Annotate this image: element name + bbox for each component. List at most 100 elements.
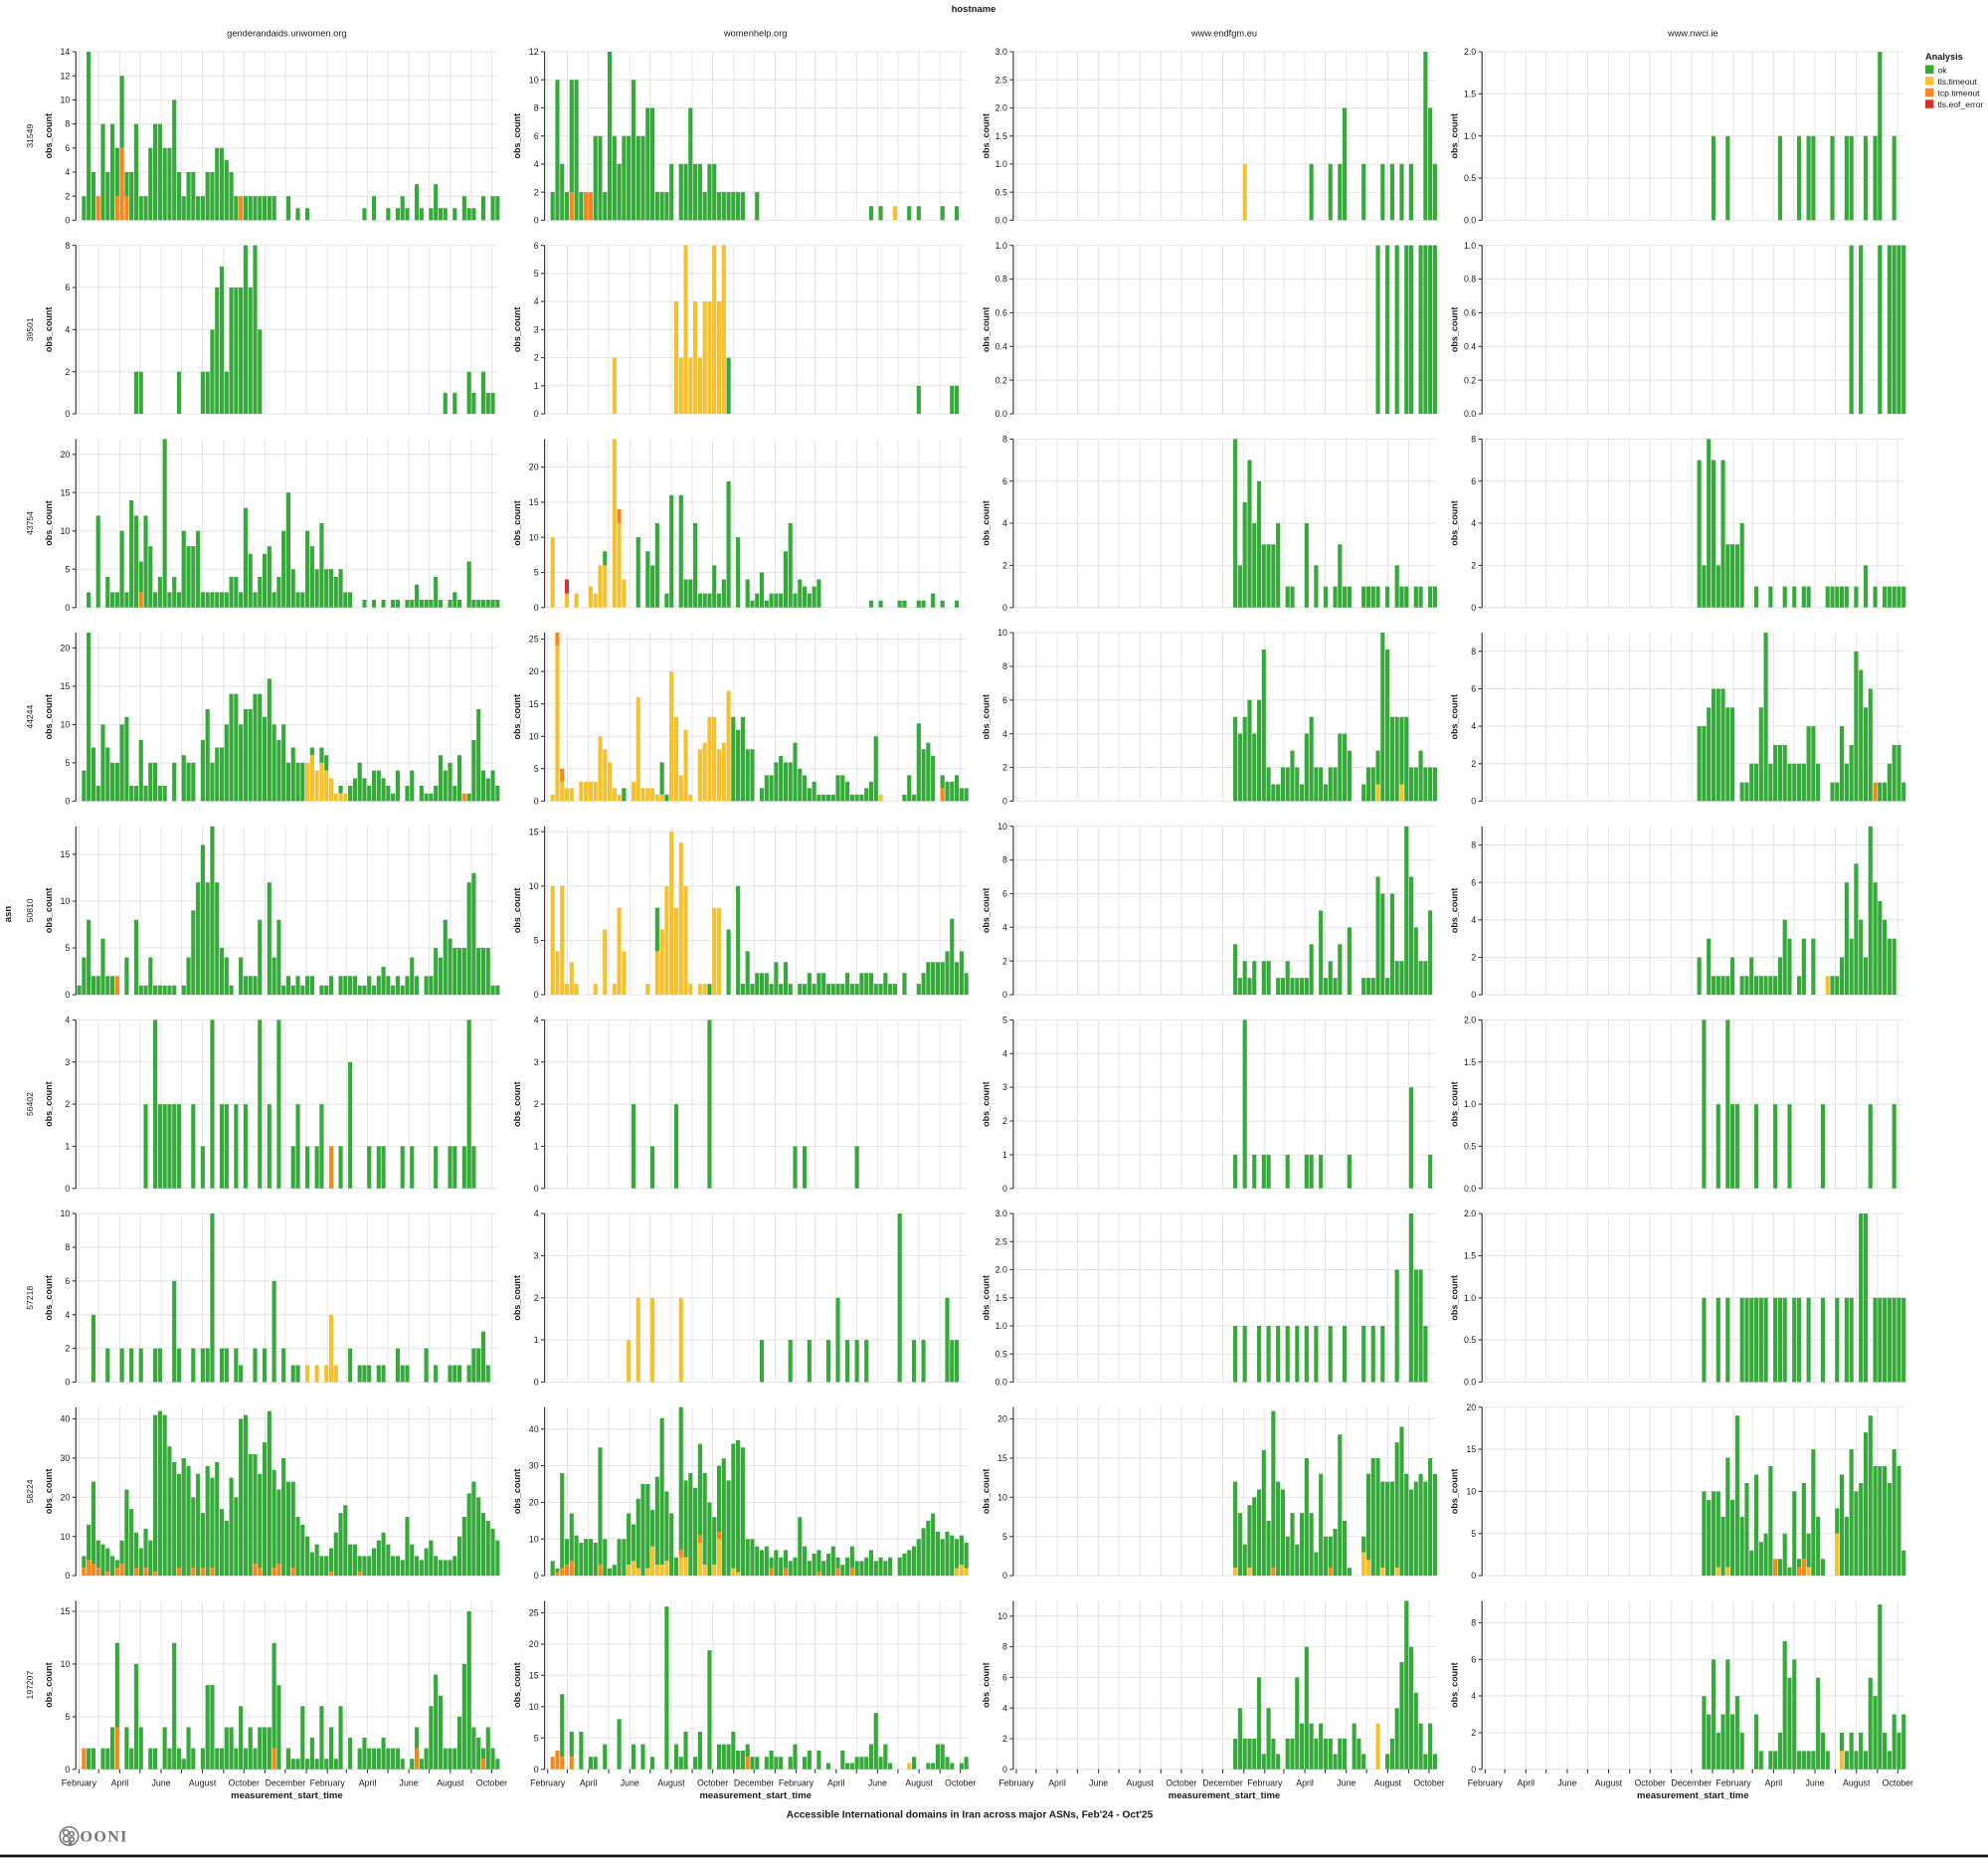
svg-text:2: 2: [1002, 1734, 1007, 1744]
svg-text:8: 8: [65, 241, 70, 251]
svg-text:10: 10: [61, 1209, 71, 1218]
svg-text:2: 2: [534, 1099, 539, 1109]
svg-text:2: 2: [65, 1344, 70, 1354]
svg-text:4: 4: [534, 1209, 539, 1218]
svg-text:0: 0: [1002, 1184, 1007, 1194]
svg-text:measurement_start_time: measurement_start_time: [699, 1790, 811, 1801]
svg-text:0: 0: [1002, 1765, 1007, 1774]
svg-text:April: April: [111, 1777, 129, 1787]
svg-text:3.0: 3.0: [995, 1209, 1007, 1218]
svg-text:obs_count: obs_count: [512, 1081, 522, 1127]
svg-text:0: 0: [534, 1378, 539, 1388]
svg-text:5: 5: [534, 568, 539, 578]
svg-text:August: August: [905, 1777, 933, 1787]
svg-text:14: 14: [61, 47, 71, 57]
svg-text:October: October: [1166, 1777, 1196, 1787]
svg-text:tls.timeout: tls.timeout: [1938, 77, 1978, 87]
svg-text:obs_count: obs_count: [1450, 1275, 1460, 1321]
svg-text:obs_count: obs_count: [981, 694, 991, 740]
svg-text:0: 0: [534, 990, 539, 1000]
svg-text:obs_count: obs_count: [44, 500, 54, 546]
svg-text:0: 0: [65, 1184, 70, 1194]
svg-text:3: 3: [65, 1057, 70, 1067]
svg-text:6: 6: [1002, 1673, 1007, 1683]
svg-text:obs_count: obs_count: [981, 1662, 991, 1708]
svg-text:October: October: [945, 1777, 976, 1787]
svg-text:0: 0: [534, 1184, 539, 1194]
svg-text:0.0: 0.0: [1464, 1184, 1476, 1194]
svg-text:0.6: 0.6: [995, 308, 1007, 318]
svg-text:2: 2: [534, 1293, 539, 1303]
svg-text:December: December: [1672, 1777, 1713, 1787]
svg-text:0.2: 0.2: [1464, 375, 1476, 385]
svg-text:10: 10: [61, 720, 71, 730]
svg-text:June: June: [621, 1777, 639, 1787]
svg-text:December: December: [734, 1777, 775, 1787]
svg-text:www.endfgm.eu: www.endfgm.eu: [1190, 29, 1257, 39]
svg-text:0: 0: [1471, 603, 1476, 613]
svg-text:February: February: [1468, 1777, 1504, 1787]
svg-text:20: 20: [61, 1492, 71, 1502]
svg-text:10: 10: [61, 1659, 71, 1669]
svg-text:15: 15: [61, 849, 71, 859]
svg-text:5: 5: [1002, 1016, 1007, 1025]
svg-text:October: October: [1635, 1777, 1666, 1787]
svg-text:1.5: 1.5: [995, 1293, 1007, 1303]
svg-text:womenhelp.org: womenhelp.org: [723, 29, 788, 39]
svg-text:obs_count: obs_count: [981, 307, 991, 353]
svg-text:15: 15: [529, 827, 539, 837]
svg-text:0: 0: [1471, 797, 1476, 807]
svg-text:October: October: [697, 1777, 728, 1787]
svg-text:6: 6: [1471, 877, 1476, 887]
svg-text:0.0: 0.0: [995, 216, 1007, 226]
svg-text:6: 6: [65, 1276, 70, 1286]
svg-text:0.5: 0.5: [995, 1349, 1007, 1359]
svg-text:obs_count: obs_count: [512, 113, 522, 159]
svg-text:2.0: 2.0: [1464, 1209, 1476, 1218]
svg-text:1.0: 1.0: [995, 1321, 1007, 1331]
svg-text:20: 20: [529, 1639, 539, 1649]
svg-text:10: 10: [997, 1611, 1007, 1621]
svg-text:2.5: 2.5: [995, 75, 1007, 85]
svg-text:June: June: [1805, 1777, 1824, 1787]
svg-text:obs_count: obs_count: [512, 888, 522, 934]
svg-text:10: 10: [529, 1702, 539, 1712]
svg-text:February: February: [1716, 1777, 1751, 1787]
svg-text:15: 15: [997, 1453, 1007, 1463]
svg-text:OONI: OONI: [81, 1829, 128, 1846]
svg-text:0: 0: [534, 409, 539, 419]
svg-text:obs_count: obs_count: [1450, 888, 1460, 934]
svg-text:31549: 31549: [25, 124, 35, 148]
svg-text:6: 6: [1002, 889, 1007, 899]
svg-text:8: 8: [65, 119, 70, 129]
svg-text:30: 30: [529, 1461, 539, 1471]
svg-text:1.5: 1.5: [1464, 89, 1476, 98]
svg-text:0: 0: [1002, 603, 1007, 613]
svg-text:0.0: 0.0: [1464, 409, 1476, 419]
svg-text:0.4: 0.4: [995, 341, 1007, 351]
svg-text:genderandaids.unwomen.org: genderandaids.unwomen.org: [227, 29, 346, 39]
svg-text:tls.eof_error: tls.eof_error: [1938, 99, 1984, 109]
svg-text:August: August: [1374, 1777, 1402, 1787]
svg-text:February: February: [779, 1777, 814, 1787]
svg-text:February: February: [1247, 1777, 1283, 1787]
svg-text:February: February: [62, 1777, 97, 1787]
svg-text:15: 15: [1466, 1444, 1476, 1454]
svg-text:obs_count: obs_count: [44, 694, 54, 740]
svg-text:20: 20: [529, 666, 539, 676]
svg-text:2: 2: [65, 1099, 70, 1109]
svg-text:2: 2: [1002, 1116, 1007, 1126]
svg-text:8: 8: [1471, 435, 1476, 445]
svg-text:August: August: [1595, 1777, 1623, 1787]
svg-text:1.5: 1.5: [1464, 1057, 1476, 1067]
svg-text:5: 5: [1002, 1532, 1007, 1542]
svg-text:obs_count: obs_count: [981, 1275, 991, 1321]
svg-text:6: 6: [65, 143, 70, 153]
svg-text:0: 0: [1471, 990, 1476, 1000]
svg-text:June: June: [151, 1777, 170, 1787]
svg-text:0.8: 0.8: [995, 275, 1007, 284]
svg-text:40: 40: [529, 1424, 539, 1434]
svg-text:12: 12: [529, 47, 539, 57]
svg-text:4: 4: [1471, 518, 1476, 528]
svg-text:197207: 197207: [25, 1671, 35, 1700]
